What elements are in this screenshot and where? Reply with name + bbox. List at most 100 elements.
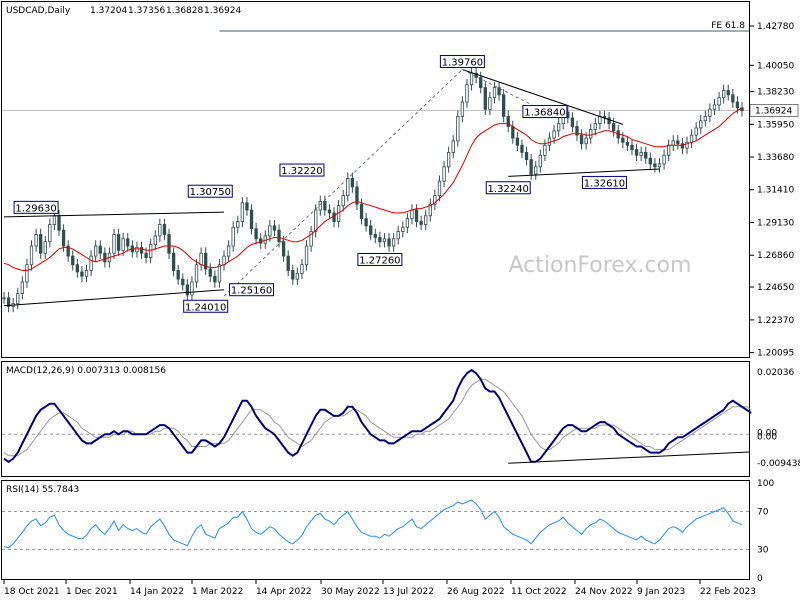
candle-body (552, 130, 556, 139)
candle-body (61, 229, 66, 247)
candle-body (456, 116, 460, 142)
candle-body (346, 177, 350, 197)
candle-body (653, 163, 657, 168)
candle-body (20, 281, 24, 294)
candle-body (162, 224, 167, 235)
candle-body (405, 218, 410, 228)
annotation-box (183, 299, 229, 313)
candle-body (167, 234, 171, 254)
candle-body (222, 255, 226, 266)
annotation-label: 1.32240 (488, 184, 529, 195)
date-tick-label: 14 Jan 2022 (130, 587, 184, 597)
price-axis: 1.42780 1.40050 1.38230 1.35950 1.33680 1.314… (750, 22, 794, 359)
candle-body (726, 90, 730, 96)
macd-tick-label: 0.00 (757, 432, 777, 442)
price-annotation: 1.32240 (485, 181, 531, 195)
candle-body (460, 101, 465, 117)
candle-body (611, 123, 616, 132)
candle-body (584, 137, 588, 145)
candle-body (735, 101, 740, 109)
annotation-box (279, 163, 325, 177)
candle-body (158, 224, 162, 237)
candle-body (731, 94, 735, 103)
candle-body (492, 87, 497, 99)
candle-body (245, 202, 249, 211)
last-price-tag: 1.36924 (749, 104, 799, 117)
candle-body (144, 252, 148, 258)
annotation-label: 1.30750 (190, 187, 231, 198)
candle-body (304, 245, 309, 266)
candle-body (657, 163, 662, 168)
rsi-tick-label: 0 (757, 574, 763, 584)
date-tick-label: 1 Dec 2021 (66, 587, 118, 597)
pane-borders (1, 1, 750, 580)
candle-body (295, 272, 300, 280)
macd-tick-label: 0.02036 (757, 368, 794, 378)
candle-body (621, 137, 625, 143)
date-tick-label: 18 Oct 2021 (4, 587, 60, 597)
annotation-box (357, 252, 403, 266)
candle-body (680, 143, 685, 149)
candle-body (506, 116, 510, 127)
candle-body (249, 209, 254, 230)
candle-body (359, 203, 364, 220)
rsi-axis: 100 70 30 0 (2, 479, 774, 584)
candle-body (401, 226, 405, 233)
candle-body (103, 252, 107, 263)
candle-body (722, 90, 726, 99)
price-annotation: 1.32610 (581, 175, 627, 189)
candle-body (332, 212, 336, 222)
annotation-label: 1.25160 (231, 286, 272, 297)
candle-body (442, 166, 446, 182)
candle-body (689, 134, 694, 143)
annotation-box (13, 200, 59, 214)
candle-body (570, 117, 575, 127)
candle-body (116, 234, 121, 251)
candle-body (190, 281, 194, 296)
candle-body (291, 270, 295, 280)
candle-body (43, 241, 47, 254)
high-value: 1.37356 (128, 6, 165, 16)
candle-body (112, 234, 116, 254)
rsi-pane (1, 480, 750, 580)
price-header: USDCAD,Daily 1.37204 1.37356 1.36828 1.3… (6, 6, 241, 16)
candle-body (382, 238, 387, 243)
candle-body (231, 226, 235, 247)
close-value: 1.36924 (204, 6, 241, 16)
candle-body (433, 195, 437, 205)
candle-body (52, 215, 57, 225)
date-tick-label: 11 Oct 2022 (511, 587, 567, 597)
candle-body (378, 236, 382, 243)
candle-body (428, 203, 432, 217)
candle-body (529, 159, 533, 175)
annotation-box (581, 175, 627, 189)
candle-body (579, 134, 584, 145)
candle-body (676, 140, 680, 145)
candle-body (213, 275, 217, 283)
candle-body (84, 270, 89, 277)
candle-body (717, 97, 721, 106)
rsi-line (3, 499, 743, 549)
annotation-label: 1.39760 (442, 57, 483, 68)
candle-body (300, 264, 304, 274)
candle-body (39, 234, 43, 254)
candle-body (607, 117, 611, 125)
price-annotation: 1.29630 (13, 200, 59, 214)
candle-body (327, 209, 332, 214)
symbol-label: USDCAD,Daily (6, 6, 71, 16)
watermark: ActionForex.com (509, 253, 692, 278)
candle-body (662, 154, 666, 165)
low-value: 1.36828 (166, 6, 203, 16)
candle-body (575, 126, 579, 136)
date-axis: 18 Oct 2021 1 Dec 2021 14 Jan 2022 1 Mar 20… (3, 580, 756, 597)
rsi-tick-label: 70 (757, 508, 769, 518)
candle-body (135, 247, 139, 253)
candle-body (16, 293, 20, 305)
candle-body (648, 157, 652, 165)
candle-body (369, 225, 373, 235)
candle-body (121, 238, 125, 251)
date-tick-label: 1 Mar 2022 (192, 587, 243, 597)
candle-body (254, 228, 258, 240)
candle-body (153, 235, 157, 245)
